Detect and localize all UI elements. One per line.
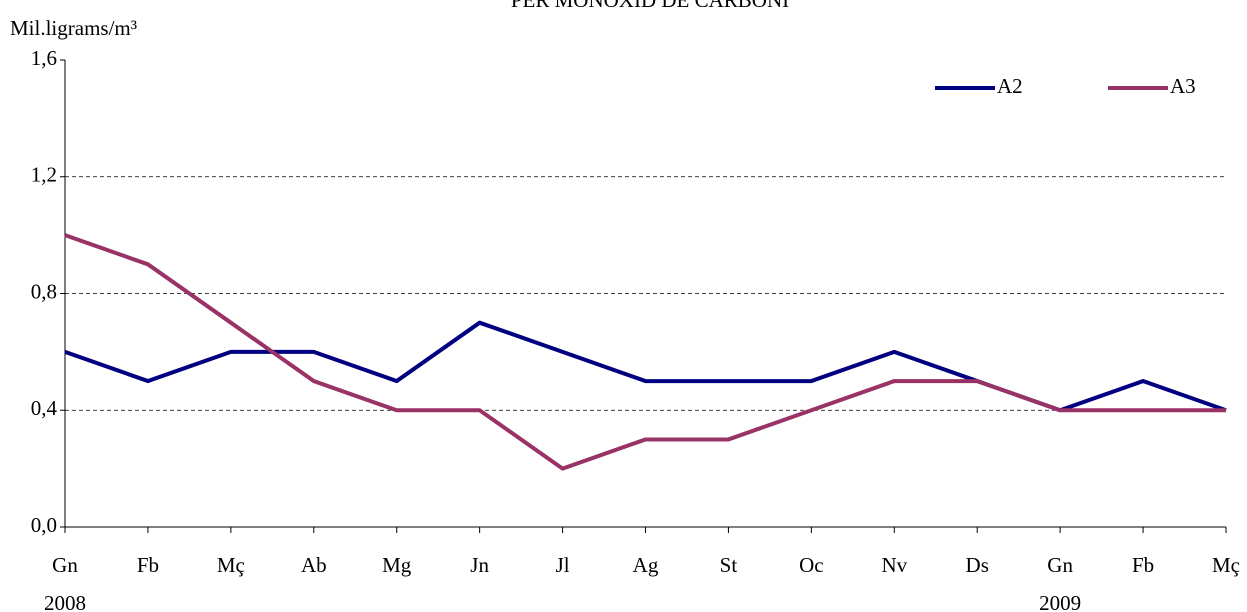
x-tick-label: Gn <box>52 553 78 577</box>
x-tick-label: Gn <box>1047 553 1073 577</box>
x-year-label: 2008 <box>44 591 86 612</box>
y-tick-label: 1,2 <box>31 163 57 187</box>
legend-label: A3 <box>1170 74 1196 98</box>
series-line <box>64 320 1227 413</box>
x-tick-label: Fb <box>137 553 159 577</box>
x-tick-label: Mç <box>1212 553 1240 577</box>
legend-label: A2 <box>997 74 1023 98</box>
y-tick-label: 0,4 <box>31 396 58 420</box>
x-tick-label: Mç <box>217 553 245 577</box>
x-tick-label: Jn <box>470 553 489 577</box>
chart-title: PER MONÒXID DE CARBONI <box>511 0 789 12</box>
y-tick-label: 0,8 <box>31 279 57 303</box>
x-tick-label: Ag <box>633 553 659 577</box>
x-tick-label: Oc <box>799 553 824 577</box>
x-tick-label: Mg <box>382 553 412 577</box>
x-tick-label: Nv <box>881 553 907 577</box>
x-tick-label: Jl <box>556 553 570 577</box>
series-line <box>64 233 1226 471</box>
y-axis-label: Mil.ligrams/m³ <box>10 16 137 40</box>
y-tick-label: 0,0 <box>31 513 57 537</box>
x-tick-label: Ab <box>301 553 327 577</box>
x-tick-label: Ds <box>966 553 989 577</box>
x-year-label: 2009 <box>1039 591 1081 612</box>
x-tick-label: St <box>720 553 738 577</box>
x-tick-label: Fb <box>1132 553 1154 577</box>
y-tick-label: 1,6 <box>31 46 57 70</box>
